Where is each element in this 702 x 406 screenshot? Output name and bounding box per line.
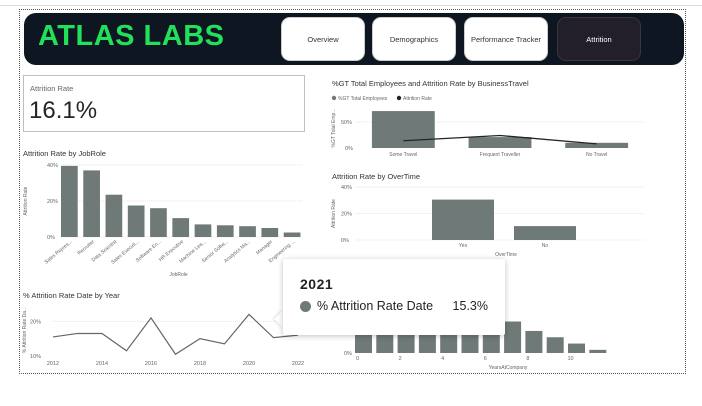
jobrole-bar — [239, 226, 256, 237]
travel-xtick: Some Travel — [389, 152, 417, 158]
overtime-chart-title: Attrition Rate by OverTime — [332, 172, 421, 181]
jobrole-bar — [283, 232, 301, 237]
kpi-value: 16.1% — [29, 97, 98, 124]
travel-bar — [371, 111, 435, 148]
nav-demographics-button[interactable]: Demographics — [372, 17, 456, 61]
jobrole-bar — [216, 225, 234, 237]
tooltip-series-dot — [300, 301, 311, 312]
yac-xtick: 10 — [567, 356, 573, 362]
jobrole-bar — [261, 228, 279, 237]
year-chart-title: % Attrition Rate Date by Year — [23, 291, 120, 300]
jobrole-ytick: 40% — [47, 163, 58, 169]
year-xtick: 2012 — [47, 361, 59, 367]
year-attrition-line — [52, 313, 299, 356]
legend-attrition-rate-label: Attrition Rate — [403, 96, 432, 102]
jobrole-chart-title: Attrition Rate by JobRole — [23, 149, 106, 158]
logo-text: ATLAS LABS — [38, 20, 225, 52]
year-xtick: 2016 — [145, 361, 157, 367]
travel-xtick: No Travel — [586, 152, 607, 158]
yac-xtick: 6 — [484, 356, 487, 362]
travel-bar — [468, 137, 532, 148]
yac-bar — [525, 330, 543, 353]
overtime-xtick: Yes — [459, 243, 468, 249]
overtime-ylabel: Attrition Rate — [331, 199, 337, 228]
travel-attrition-line — [403, 134, 597, 145]
year-ytick: 20% — [30, 319, 41, 325]
overtime-bar — [432, 199, 494, 240]
year-xtick: 2018 — [194, 361, 206, 367]
overtime-xtick: No — [542, 243, 549, 249]
year-ylabel: % Attrition Rate Da... — [22, 307, 28, 353]
yac-bar — [568, 343, 585, 353]
tooltip-title: 2021 — [300, 276, 334, 292]
jobrole-bar — [194, 224, 212, 237]
jobrole-bar — [105, 194, 123, 237]
yac-bar — [546, 337, 564, 353]
overtime-bar — [514, 226, 576, 240]
jobrole-bar — [127, 205, 145, 237]
kpi-card — [23, 75, 305, 132]
tooltip-value: 15.3% — [452, 299, 488, 313]
yac-xlabel: YearsAtCompany — [489, 365, 528, 371]
yac-bar — [504, 321, 522, 353]
legend-total-employees-label: %GT Total Employees — [338, 96, 388, 102]
yac-xtick: 2 — [399, 356, 402, 362]
year-xtick: 2014 — [96, 361, 108, 367]
jobrole-chart: 40% 20% 0% Attrition Rate Sales Repres... Rec… — [23, 163, 303, 278]
legend-total-employees-dot — [331, 95, 337, 101]
travel-ytick: 50% — [341, 120, 352, 126]
report-canvas — [19, 9, 686, 374]
tooltip-label: % Attrition Rate Date — [317, 299, 434, 313]
travel-ylabel: %GT Total Emp... — [331, 109, 337, 148]
tooltip-pointer — [274, 310, 283, 328]
jobrole-ylabel: Attrition Rate — [23, 186, 29, 215]
nav-attrition-button[interactable]: Attrition — [557, 17, 641, 61]
year-xtick: 2020 — [243, 361, 255, 367]
overtime-ytick: 0% — [341, 238, 349, 244]
overtime-ytick: 20% — [341, 212, 352, 218]
yac-xtick: 8 — [526, 356, 529, 362]
jobrole-bar — [172, 218, 190, 237]
jobrole-xtick: Manager — [255, 239, 274, 256]
overtime-chart: 40% 20% 0% Attrition Rate Yes No OverTime — [331, 185, 645, 258]
legend-attrition-rate-dot — [396, 95, 402, 101]
top-divider — [0, 5, 702, 6]
jobrole-ytick: 0% — [47, 235, 55, 241]
nav-performance-tracker-button[interactable]: Performance Tracker — [464, 17, 548, 61]
travel-bar — [565, 142, 629, 148]
overtime-xlabel: OverTime — [495, 252, 517, 258]
jobrole-bar — [61, 165, 78, 237]
overtime-ytick: 40% — [341, 185, 352, 191]
yac-xtick: 0 — [356, 356, 359, 362]
jobrole-ytick: 20% — [47, 199, 58, 205]
yac-ytick: 0% — [344, 351, 352, 357]
travel-chart-title: %GT Total Employees and Attrition Rate b… — [332, 79, 529, 88]
year-xtick: 2022 — [292, 361, 304, 367]
travel-xtick: Frequent Traveller — [480, 152, 521, 158]
jobrole-xtick: Recruiter — [77, 239, 97, 257]
nav-overview-button[interactable]: Overview — [281, 17, 365, 61]
travel-chart: %GT Total Employees Attrition Rate 50% 0% %G… — [331, 95, 645, 158]
kpi-label: Attrition Rate — [30, 84, 74, 93]
year-ytick: 10% — [30, 354, 41, 360]
yac-xtick: 4 — [441, 356, 444, 362]
travel-ytick: 0% — [345, 146, 353, 152]
jobrole-xlabel: JobRole — [169, 272, 188, 278]
jobrole-bar — [83, 170, 100, 237]
yac-bar — [589, 349, 607, 353]
year-chart: 20% 10%% Attrition Rate Da... 2012 2014 2016… — [22, 307, 304, 367]
jobrole-xtick: Sales Repres... — [44, 239, 74, 266]
jobrole-bar — [150, 208, 167, 237]
tooltip: 2021 % Attrition Rate Date 15.3% — [283, 259, 505, 335]
